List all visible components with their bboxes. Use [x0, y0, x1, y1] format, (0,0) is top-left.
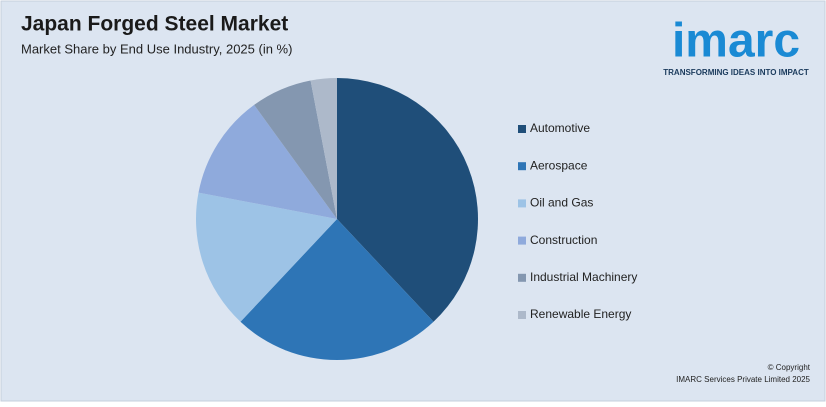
pie-slice	[240, 219, 434, 360]
copyright: © Copyright	[768, 363, 811, 372]
legend-swatch	[518, 311, 526, 319]
legend-swatch	[518, 236, 526, 245]
copyright: IMARC Services Private Limited 2025	[676, 375, 810, 384]
legend-swatch	[518, 199, 526, 208]
logo-tagline: TRANSFORMING IDEAS INTO IMPACT	[663, 68, 809, 77]
legend-label: Construction	[530, 233, 597, 247]
legend-label: Renewable Energy	[530, 307, 631, 321]
legend-label: Automotive	[530, 121, 590, 135]
legend-label: Industrial Machinery	[530, 270, 637, 284]
chart-subtitle: Market Share by End Use Industry, 2025 (…	[21, 41, 292, 56]
legend-swatch	[518, 273, 526, 282]
legend-label: Aerospace	[530, 158, 588, 172]
pie-slice	[198, 104, 337, 219]
pie-slice	[310, 78, 337, 219]
pie-slice	[337, 78, 478, 322]
chart-title: Japan Forged Steel Market	[21, 13, 288, 36]
legend-swatch	[518, 125, 526, 133]
legend-label: Oil and Gas	[530, 196, 593, 210]
pie-slice	[196, 192, 337, 322]
legend-swatch	[518, 162, 526, 171]
logo: imarc	[672, 15, 800, 68]
pie-slice	[254, 80, 337, 219]
